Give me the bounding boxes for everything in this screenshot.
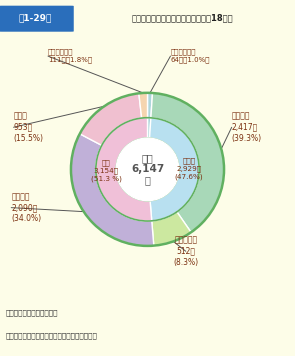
Wedge shape bbox=[150, 118, 199, 221]
Wedge shape bbox=[80, 93, 142, 145]
Wedge shape bbox=[151, 93, 224, 232]
Text: 交差点内
2,417件
(39.3%): 交差点内 2,417件 (39.3%) bbox=[232, 112, 262, 143]
Text: 踏切・その他
64件（1.0%）: 踏切・その他 64件（1.0%） bbox=[171, 49, 210, 63]
Text: 交差点付近
512件
(8.3%): 交差点付近 512件 (8.3%) bbox=[173, 236, 198, 267]
Text: 交差点
2,929件
(47.6%): 交差点 2,929件 (47.6%) bbox=[175, 158, 203, 180]
Text: 一般単路
2,090件
(34.0%): 一般単路 2,090件 (34.0%) bbox=[11, 192, 41, 223]
Text: カーブ
953件
(15.5%): カーブ 953件 (15.5%) bbox=[14, 112, 44, 143]
Text: 第1-29図: 第1-29図 bbox=[19, 14, 52, 22]
Wedge shape bbox=[148, 118, 151, 138]
Text: 道路形状別死亡事故発生件数（平成18年）: 道路形状別死亡事故発生件数（平成18年） bbox=[132, 14, 234, 22]
Wedge shape bbox=[148, 93, 153, 118]
Text: 単路
3,154件
(51.3 %): 単路 3,154件 (51.3 %) bbox=[91, 160, 122, 182]
Wedge shape bbox=[152, 212, 191, 246]
Text: ２　（　）内は，発生件数の構成率である。: ２ （ ）内は，発生件数の構成率である。 bbox=[6, 332, 98, 339]
Circle shape bbox=[116, 138, 179, 201]
Text: トンネル・橋
111件（1.8%）: トンネル・橋 111件（1.8%） bbox=[48, 49, 92, 63]
Text: 6,147: 6,147 bbox=[131, 164, 164, 174]
Wedge shape bbox=[139, 93, 148, 118]
Text: 合計: 合計 bbox=[142, 154, 153, 164]
Text: 注１　警察庁資料による。: 注１ 警察庁資料による。 bbox=[6, 309, 58, 315]
Wedge shape bbox=[96, 118, 152, 221]
Wedge shape bbox=[71, 134, 154, 246]
Text: 件: 件 bbox=[145, 175, 150, 185]
FancyBboxPatch shape bbox=[0, 6, 74, 32]
